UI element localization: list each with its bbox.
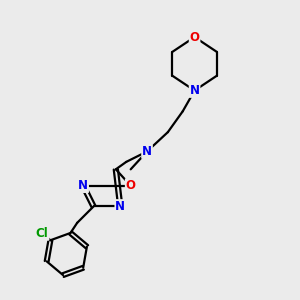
Text: N: N xyxy=(78,179,88,192)
Text: Cl: Cl xyxy=(36,227,49,240)
Text: N: N xyxy=(190,84,200,97)
Text: O: O xyxy=(190,31,200,44)
Text: N: N xyxy=(115,200,125,213)
Text: N: N xyxy=(142,145,152,158)
Text: O: O xyxy=(126,179,136,192)
